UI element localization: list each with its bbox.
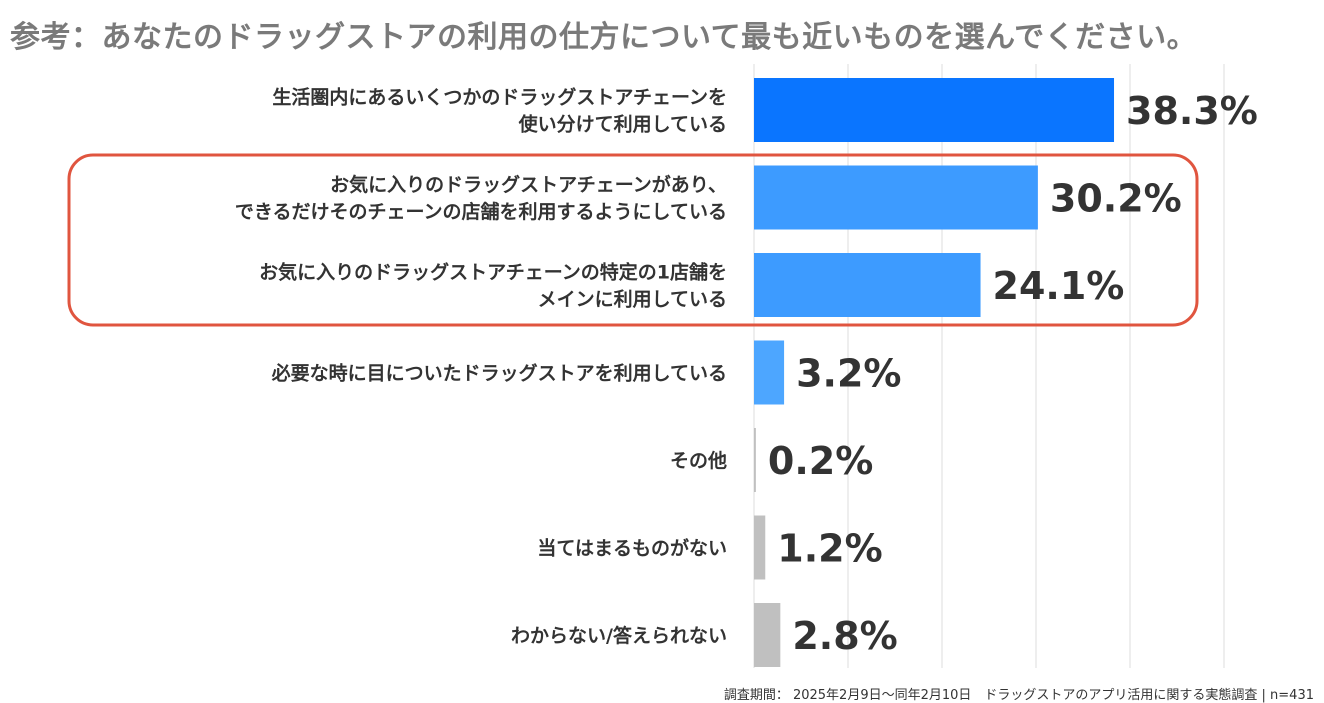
bars [754,78,1115,667]
value-label: 30.2% [1050,177,1182,221]
value-label: 3.2% [796,352,901,396]
category-label: わからない/答えられない [511,624,727,647]
bar-chart: 生活圏内にあるいくつかのドラッグストアチェーンを使い分けて利用しているお気に入り… [67,64,1258,668]
category-label: 当てはまるものがない [537,537,727,560]
category-label: メインに利用している [538,289,727,311]
category-label: 必要な時に目についたドラッグストアを利用している [271,362,727,385]
bar [754,78,1115,142]
category-label: お気に入りのドラッグストアチェーンの特定の1店舗を [259,261,727,284]
category-label: お気に入りのドラッグストアチェーンがあり、 [330,173,727,196]
value-labels: 38.3% 30.2% 24.1% 3.2% 0.2% 1.2% 2.8% [768,89,1258,658]
bar [754,165,1038,230]
category-label: できるだけそのチェーンの店舗を利用するようにしている [235,200,727,223]
category-label: 使い分けて利用している [518,114,727,136]
highlight-box [67,153,1199,327]
bar [754,340,785,405]
bar [754,253,981,317]
category-labels: 生活圏内にあるいくつかのドラッグストアチェーンを使い分けて利用しているお気に入り… [235,86,727,648]
value-label: 38.3% [1126,89,1258,133]
bar [754,428,756,492]
bar [754,515,766,580]
category-label: その他 [670,449,727,472]
value-label: 2.8% [792,614,897,658]
survey-footnote: 調査期間： 2025年2月9日〜同年2月10日 ドラッグストアのアプリ活用に関す… [723,688,1314,703]
page-title: 参考：あなたのドラッグストアの利用の仕方について最も近いものを選んでください。 [10,20,1198,55]
value-label: 24.1% [993,264,1125,308]
bar [754,603,781,667]
value-label: 0.2% [768,439,873,483]
value-label: 1.2% [777,527,882,571]
category-label: 生活圏内にあるいくつかのドラッグストアチェーンを [272,86,727,109]
